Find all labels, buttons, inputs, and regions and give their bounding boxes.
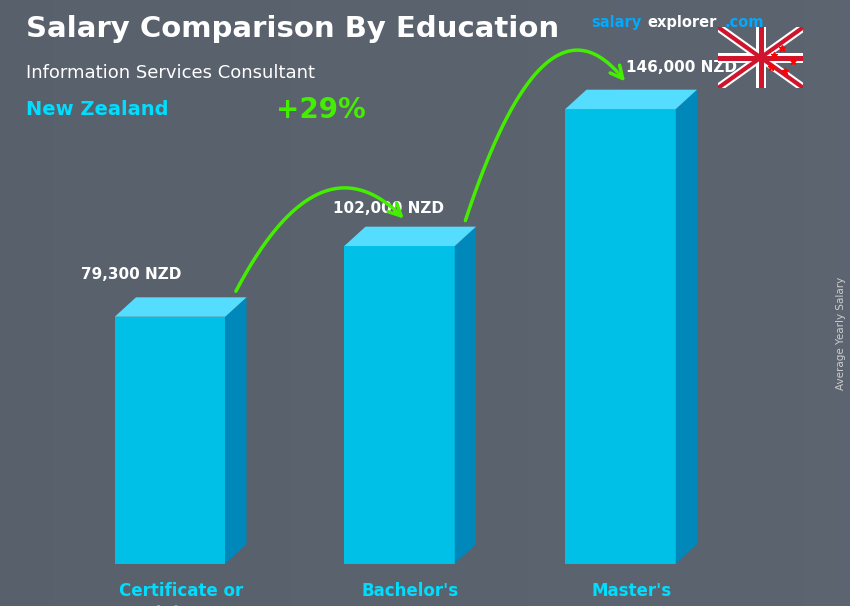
Text: New Zealand: New Zealand bbox=[26, 100, 168, 119]
Text: Bachelor's
Degree: Bachelor's Degree bbox=[361, 582, 459, 606]
Text: +29%: +29% bbox=[276, 96, 366, 124]
Polygon shape bbox=[115, 298, 246, 317]
Text: 102,000 NZD: 102,000 NZD bbox=[333, 201, 444, 216]
Text: Certificate or
Diploma: Certificate or Diploma bbox=[118, 582, 243, 606]
Polygon shape bbox=[565, 90, 697, 109]
Text: Average Yearly Salary: Average Yearly Salary bbox=[836, 277, 846, 390]
Text: Information Services Consultant: Information Services Consultant bbox=[26, 64, 314, 82]
Text: salary: salary bbox=[591, 15, 641, 30]
Polygon shape bbox=[455, 227, 476, 564]
Polygon shape bbox=[344, 227, 476, 246]
Polygon shape bbox=[225, 298, 246, 564]
Polygon shape bbox=[344, 246, 455, 564]
Text: Master's
Degree: Master's Degree bbox=[591, 582, 672, 606]
Polygon shape bbox=[565, 109, 676, 564]
Text: .com: .com bbox=[724, 15, 763, 30]
Text: 146,000 NZD: 146,000 NZD bbox=[626, 59, 737, 75]
Text: Salary Comparison By Education: Salary Comparison By Education bbox=[26, 15, 558, 43]
Polygon shape bbox=[676, 90, 697, 564]
Text: 79,300 NZD: 79,300 NZD bbox=[81, 267, 182, 282]
Text: explorer: explorer bbox=[648, 15, 717, 30]
Polygon shape bbox=[115, 317, 225, 564]
